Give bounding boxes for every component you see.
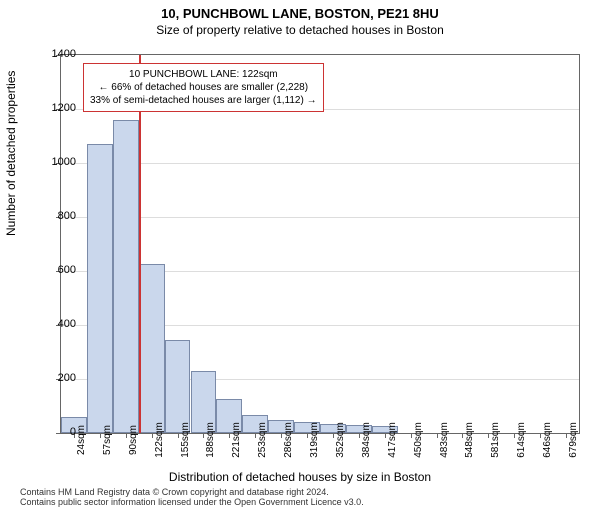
ytick-label: 400 <box>46 318 76 330</box>
xtick-mark <box>178 433 179 438</box>
histogram-bar <box>87 144 113 433</box>
xtick-label: 548sqm <box>464 422 475 458</box>
xtick-mark <box>411 433 412 438</box>
chart-title: 10, PUNCHBOWL LANE, BOSTON, PE21 8HU <box>0 6 600 21</box>
ytick-label: 0 <box>46 426 76 438</box>
xtick-label: 384sqm <box>361 422 372 458</box>
footer-copyright-1: Contains HM Land Registry data © Crown c… <box>20 487 329 497</box>
xtick-mark <box>359 433 360 438</box>
xtick-label: 646sqm <box>542 422 553 458</box>
footer-copyright-2: Contains public sector information licen… <box>20 497 364 507</box>
xtick-label: 155sqm <box>180 422 191 458</box>
y-axis-label: Number of detached properties <box>4 71 18 236</box>
chart-subtitle: Size of property relative to detached ho… <box>0 23 600 37</box>
xtick-mark <box>126 433 127 438</box>
xtick-label: 253sqm <box>257 422 268 458</box>
xtick-label: 679sqm <box>568 422 579 458</box>
xtick-label: 614sqm <box>516 422 527 458</box>
xtick-label: 90sqm <box>128 425 139 455</box>
xtick-label: 450sqm <box>413 422 424 458</box>
ytick-label: 1000 <box>46 156 76 168</box>
histogram-bar <box>165 340 191 433</box>
xtick-mark <box>152 433 153 438</box>
xtick-label: 24sqm <box>76 425 87 455</box>
xtick-label: 417sqm <box>387 422 398 458</box>
xtick-label: 122sqm <box>154 422 165 458</box>
annotation-line: ← 66% of detached houses are smaller (2,… <box>90 81 317 94</box>
xtick-label: 57sqm <box>102 425 113 455</box>
xtick-label: 221sqm <box>231 422 242 458</box>
xtick-label: 188sqm <box>205 422 216 458</box>
annotation-box: 10 PUNCHBOWL LANE: 122sqm← 66% of detach… <box>83 63 324 112</box>
xtick-label: 319sqm <box>309 422 320 458</box>
ytick-label: 600 <box>46 264 76 276</box>
xtick-mark <box>385 433 386 438</box>
xtick-mark <box>566 433 567 438</box>
xtick-mark <box>100 433 101 438</box>
histogram-bar <box>113 120 139 433</box>
plot-area: 10 PUNCHBOWL LANE: 122sqm← 66% of detach… <box>60 54 580 434</box>
annotation-line: 33% of semi-detached houses are larger (… <box>90 94 317 107</box>
xtick-mark <box>333 433 334 438</box>
ytick-label: 800 <box>46 210 76 222</box>
xtick-label: 286sqm <box>283 422 294 458</box>
histogram-bar <box>139 264 165 433</box>
x-axis-label: Distribution of detached houses by size … <box>0 470 600 484</box>
xtick-mark <box>281 433 282 438</box>
ytick-label: 1400 <box>46 48 76 60</box>
xtick-label: 352sqm <box>335 422 346 458</box>
ytick-label: 200 <box>46 372 76 384</box>
xtick-mark <box>437 433 438 438</box>
xtick-label: 483sqm <box>439 422 450 458</box>
ytick-label: 1200 <box>46 102 76 114</box>
xtick-label: 581sqm <box>490 422 501 458</box>
annotation-line: 10 PUNCHBOWL LANE: 122sqm <box>90 68 317 81</box>
xtick-mark <box>540 433 541 438</box>
xtick-mark <box>307 433 308 438</box>
